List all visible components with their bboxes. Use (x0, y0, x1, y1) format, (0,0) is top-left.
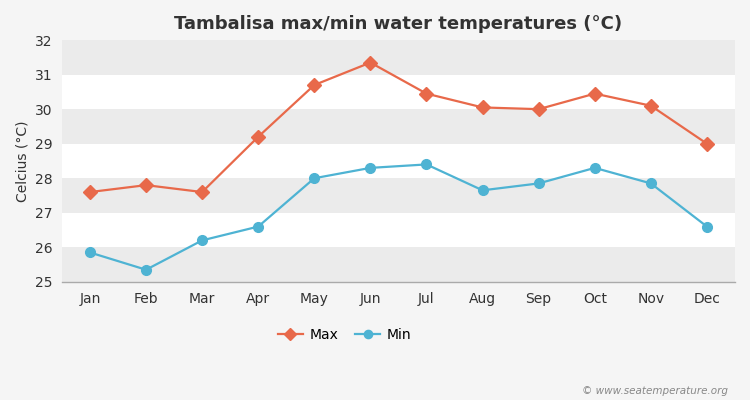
Title: Tambalisa max/min water temperatures (°C): Tambalisa max/min water temperatures (°C… (175, 15, 622, 33)
Max (366, 60, 375, 65)
Max (198, 190, 207, 194)
Text: © www.seatemperature.org: © www.seatemperature.org (581, 386, 728, 396)
Bar (62, 247, 735, 282)
Min (422, 162, 431, 167)
Min (310, 176, 319, 181)
Min (366, 166, 375, 170)
Max (703, 141, 712, 146)
Min (254, 224, 262, 229)
Bar (62, 178, 735, 213)
Legend: Max, Min: Max, Min (272, 323, 417, 348)
Min (86, 250, 94, 255)
Min (703, 224, 712, 229)
Min (198, 238, 207, 243)
Max (646, 103, 656, 108)
Max (86, 190, 94, 194)
Max (534, 107, 543, 112)
Min (646, 181, 656, 186)
Max (478, 105, 487, 110)
Min (478, 188, 487, 193)
Max (590, 91, 599, 96)
Max (310, 83, 319, 88)
Min (534, 181, 543, 186)
Bar (62, 40, 735, 75)
Max (142, 183, 151, 188)
Max (422, 91, 431, 96)
Line: Min: Min (85, 160, 712, 274)
Min (590, 166, 599, 170)
Line: Max: Max (85, 58, 712, 197)
Max (254, 134, 262, 139)
Bar (62, 109, 735, 144)
Min (142, 267, 151, 272)
Y-axis label: Celcius (°C): Celcius (°C) (15, 120, 29, 202)
